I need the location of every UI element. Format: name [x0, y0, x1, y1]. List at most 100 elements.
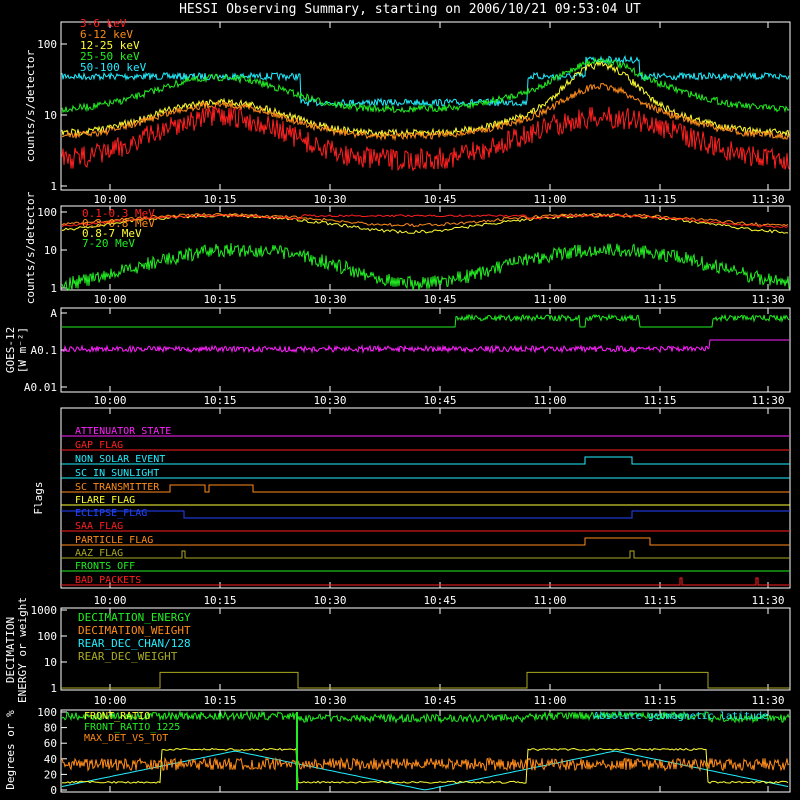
series-geomagnetic-latitude — [61, 750, 789, 791]
series-50-100 keV — [61, 54, 790, 108]
y-axis-unit: [W m⁻²] — [16, 327, 29, 373]
x-tick-label: 11:00 — [533, 594, 566, 607]
flag-label: PARTICLE_FLAG — [75, 535, 153, 546]
series-goes-short — [61, 339, 789, 354]
panel-frame — [60, 407, 791, 589]
flag-label: ECLIPSE_FLAG — [75, 508, 147, 519]
series-25-50 keV — [61, 56, 790, 114]
flag-label: GAP_FLAG — [75, 440, 123, 451]
x-tick-label: 10:30 — [313, 694, 346, 707]
legend-item: 0.3-0.8 MeV — [82, 217, 155, 230]
x-tick-label: 11:00 — [533, 694, 566, 707]
panel-goes: A A0.1 A0.01 GOES-12 [W m⁻²] 10:00 10:15 10:30 1… — [4, 307, 791, 407]
series-7-20 MeV — [61, 242, 790, 291]
flag-label: SAA_FLAG — [75, 521, 123, 532]
y-tick-label: A0.1 — [31, 344, 58, 357]
legend-item: 0.1-0.3 MeV — [82, 207, 155, 220]
x-tick-label: 10:00 — [93, 394, 126, 407]
series-0.1-0.3 MeV — [61, 214, 789, 229]
flag-label: NON_SOLAR_EVENT — [75, 454, 165, 465]
x-tick-label: 10:30 — [313, 394, 346, 407]
legend-item: REAR_DEC_WEIGHT — [78, 650, 178, 663]
series-REAR_DEC_WEIGHT — [61, 671, 790, 689]
y-axis-label: ENERGY or weight — [16, 597, 29, 703]
x-tick-label: 10:00 — [93, 694, 126, 707]
y-tick-label: 80 — [44, 722, 57, 735]
y-tick-label: 10 — [44, 244, 57, 257]
panel-frame — [60, 205, 791, 291]
series-6-12 keV — [61, 82, 790, 142]
flag-line-PARTICLE_FLAG — [61, 537, 790, 546]
flag-line-BAD_PACKETS — [61, 577, 790, 586]
y-tick-label: 100 — [37, 38, 57, 51]
plot-title: HESSI Observing Summary, starting on 200… — [179, 2, 641, 17]
y-tick-label: 20 — [44, 768, 57, 781]
x-tick-label: 10:30 — [313, 193, 346, 206]
legend-item: 25-50 keV — [80, 50, 140, 63]
series-FRONT_RATIO_1225 — [61, 709, 790, 724]
x-tick-label: 10:30 — [313, 293, 346, 306]
x-tick-label: 11:00 — [533, 193, 566, 206]
y-tick-label: 1 — [50, 180, 57, 193]
x-tick-label: 10:45 — [423, 293, 456, 306]
series-12-25 keV — [61, 60, 790, 138]
y-axis-label: GOES-12 — [4, 327, 17, 373]
series-0.3-0.8 MeV — [61, 212, 789, 228]
legend-item: FRONT_RATIO — [84, 711, 150, 722]
flag-label: AAZ_FLAG — [75, 548, 123, 559]
series-FRONT_RATIO — [61, 747, 789, 784]
x-tick-label: 11:00 — [533, 293, 566, 306]
x-tick-label: 11:15 — [643, 694, 676, 707]
x-tick-label: 10:15 — [203, 394, 236, 407]
series-MAX_DET_VS_TOT — [61, 756, 790, 772]
x-tick-label: 11:30 — [751, 594, 784, 607]
x-tick-label: 10:00 — [93, 193, 126, 206]
flag-line-NON_SOLAR_EVENT — [61, 456, 790, 465]
y-tick-label: 1 — [50, 282, 57, 295]
flag-line-AAZ_FLAG — [61, 550, 790, 559]
y-tick-label: 0 — [50, 784, 57, 797]
legend-item: REAR_DEC_CHAN/128 — [78, 637, 191, 650]
y-tick-label: A0.01 — [24, 381, 57, 394]
x-tick-label: 11:15 — [643, 193, 676, 206]
flag-label: FRONTS_OFF — [75, 561, 135, 572]
flag-label: SC_IN_SUNLIGHT — [75, 468, 159, 479]
y-tick-label: 100 — [37, 630, 57, 643]
x-tick-label: 11:15 — [643, 594, 676, 607]
x-tick-label: 11:30 — [751, 394, 784, 407]
panel-decimation: 1 10 100 1000 DECIMATION ENERGY or weight DECI… — [4, 597, 791, 707]
x-tick-label: 10:45 — [423, 694, 456, 707]
y-tick-label: 40 — [44, 753, 57, 766]
legend-item: 7-20 MeV — [82, 237, 135, 250]
panel-frame — [60, 21, 791, 191]
x-tick-label: 11:00 — [533, 394, 566, 407]
x-tick-label: 11:30 — [751, 694, 784, 707]
flag-line-ECLIPSE_FLAG — [61, 510, 790, 519]
y-tick-label: 100 — [37, 706, 57, 719]
y-tick-label: A — [50, 307, 57, 320]
x-tick-label: 11:30 — [751, 193, 784, 206]
y-tick-label: 60 — [44, 737, 57, 750]
x-tick-label: 10:15 — [203, 293, 236, 306]
y-axis-label: counts/s/detector — [24, 49, 37, 162]
legend-item: DECIMATION_WEIGHT — [78, 624, 191, 637]
annotation-label: Absolute geomagnetic latitude — [593, 711, 768, 722]
x-tick-label: 11:30 — [751, 293, 784, 306]
series-3-6 keV — [61, 106, 790, 172]
x-tick-label: 10:15 — [203, 594, 236, 607]
series-goes-long — [62, 313, 790, 328]
panel-frame — [60, 307, 791, 393]
legend-item: 6-12 keV — [80, 28, 133, 41]
y-axis-label: DECIMATION — [4, 617, 17, 683]
flag-line-SC_TRANSMITTER — [61, 484, 790, 493]
legend-item: 0.8-7 MeV — [82, 227, 142, 240]
y-tick-label: 1000 — [31, 604, 58, 617]
y-tick-label: 10 — [44, 109, 57, 122]
panel-geo: 0 20 40 60 80 100 Degrees or % FRONT_RATIOFRONT… — [4, 706, 791, 797]
y-tick-label: 100 — [37, 206, 57, 219]
panel-flags: Flags ATTENUATOR_STATE GAP_FLAG NON_SOLAR_E… — [32, 407, 791, 607]
x-tick-label: 10:45 — [423, 193, 456, 206]
